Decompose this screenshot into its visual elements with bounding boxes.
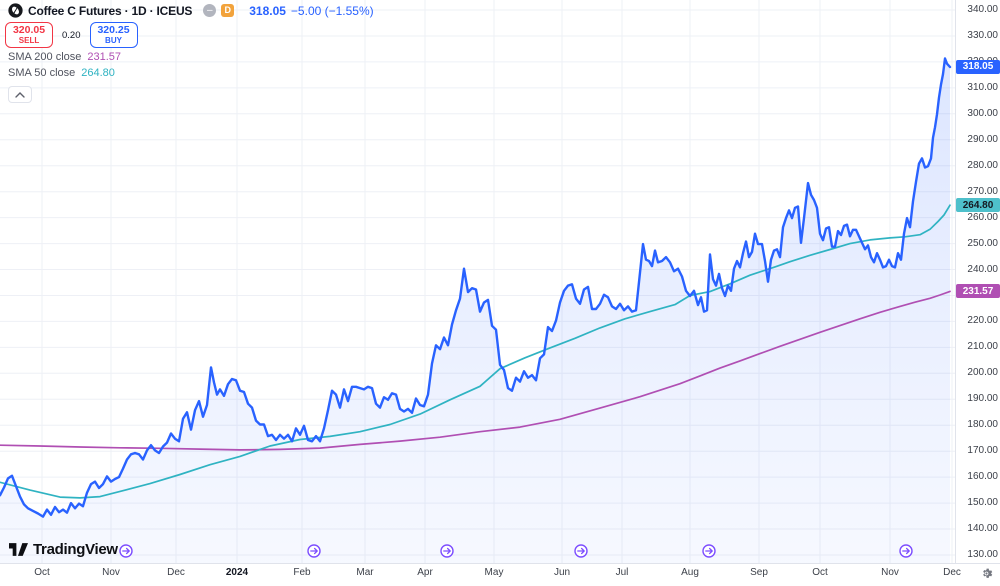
price-tick-label: 190.00 (967, 393, 998, 405)
contract-event-marker-icon[interactable] (119, 544, 133, 558)
price-tick-label: 240.00 (967, 263, 998, 275)
price-tick-label: 130.00 (967, 549, 998, 560)
price-tick-label: 140.00 (967, 523, 998, 535)
time-axis[interactable]: Oct Nov Dec 2024 Feb Mar Apr May Jun Jul Aug Sep Oct… (0, 564, 961, 586)
last-price-badge: 318.05 (956, 59, 1000, 74)
price-tick-label: 150.00 (967, 497, 998, 509)
gear-icon (982, 568, 992, 578)
contract-event-marker-icon[interactable] (702, 544, 716, 558)
time-tick-label: Jul (615, 567, 629, 578)
price-tick-label: 260.00 (967, 211, 998, 223)
price-tick-label: 170.00 (967, 445, 998, 457)
time-tick-label: Apr (417, 567, 433, 578)
time-tick-label: Nov (102, 567, 120, 578)
price-tick-label: 270.00 (967, 185, 998, 197)
collapse-legend-button[interactable] (8, 86, 32, 103)
time-tick-label: Feb (293, 567, 311, 578)
price-tick-label: 210.00 (967, 341, 998, 353)
price-axis-separator (955, 0, 956, 563)
price-tick-label: 280.00 (967, 159, 998, 171)
time-tick-label: 2024 (225, 567, 249, 578)
axis-settings-gear-icon[interactable] (977, 564, 995, 582)
last-price-value: 318.05 (249, 3, 286, 18)
time-tick-label: Oct (34, 567, 50, 578)
sma50-label: SMA 50 close (8, 67, 76, 79)
chart-legend-header: Coffee C Futures · 1D · ICEUS – D 318.05… (5, 2, 374, 103)
time-tick-label: Nov (881, 567, 899, 578)
price-tick-label: 330.00 (967, 29, 998, 41)
time-tick-label: May (484, 567, 504, 578)
sma200-label: SMA 200 close (8, 51, 82, 63)
time-axis-separator (0, 563, 1000, 564)
indicator-row-sma200[interactable]: SMA 200 close 231.57 (8, 50, 374, 64)
price-axis[interactable]: 340.00330.00320.00310.00300.00290.00280.… (956, 0, 1000, 563)
tradingview-wordmark: TradingView (33, 541, 118, 558)
sma200-price-badge: 231.57 (956, 284, 1000, 299)
price-tick-label: 340.00 (967, 4, 998, 15)
tradingview-logo[interactable]: TradingView (9, 541, 118, 558)
coffee-symbol-logo-icon (8, 3, 23, 18)
buy-button[interactable]: 320.25 BUY (89, 22, 138, 48)
data-mode-minus-icon[interactable]: – (203, 4, 217, 17)
price-tick-label: 300.00 (967, 107, 998, 119)
tradingview-logomark-icon (9, 543, 28, 556)
sell-price: 320.05 (12, 24, 46, 36)
time-tick-label: Oct (812, 567, 828, 578)
contract-event-marker-icon[interactable] (307, 544, 321, 558)
buy-label: BUY (105, 36, 122, 45)
sma200-value: 231.57 (87, 51, 122, 63)
chevron-up-icon (15, 91, 25, 98)
price-tick-label: 160.00 (967, 471, 998, 483)
symbol-title[interactable]: Coffee C Futures · 1D · ICEUS (28, 3, 193, 18)
sma50-price-badge: 264.80 (956, 198, 1000, 213)
contract-event-marker-icon[interactable] (574, 544, 588, 558)
sma50-value: 264.80 (81, 67, 115, 79)
time-tick-label: Dec (943, 567, 961, 578)
contract-event-marker-icon[interactable] (899, 544, 913, 558)
time-tick-label: Aug (681, 567, 699, 578)
price-tick-label: 250.00 (967, 237, 998, 249)
delayed-data-badge[interactable]: D (221, 4, 235, 17)
time-tick-label: Mar (356, 567, 374, 578)
buy-price: 320.25 (97, 24, 130, 36)
price-change-value: −5.00 (−1.55%) (290, 3, 374, 18)
time-tick-label: Jun (553, 567, 571, 578)
indicator-row-sma50[interactable]: SMA 50 close 264.80 (8, 66, 374, 80)
price-tick-label: 220.00 (967, 315, 998, 327)
sell-label: SELL (18, 36, 40, 45)
time-tick-label: Sep (750, 567, 768, 578)
price-tick-label: 310.00 (967, 81, 998, 93)
sell-button[interactable]: 320.05 SELL (5, 22, 53, 48)
contract-event-marker-icon[interactable] (440, 544, 454, 558)
price-tick-label: 200.00 (967, 367, 998, 379)
spread-value: 0.20 (62, 29, 81, 41)
time-tick-label: Dec (167, 567, 185, 578)
price-tick-label: 290.00 (967, 133, 998, 145)
price-tick-label: 180.00 (967, 419, 998, 431)
